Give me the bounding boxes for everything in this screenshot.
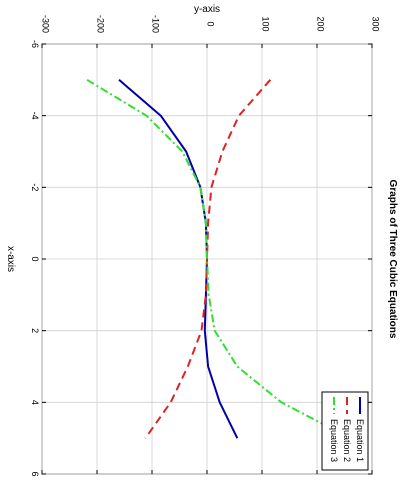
- tick-label-y: -300: [41, 15, 51, 33]
- tick-label-y: 300: [371, 16, 381, 31]
- tick-label-x: -6: [30, 40, 40, 48]
- tick-label-y: -200: [96, 15, 106, 33]
- tick-label-y: 0: [206, 21, 216, 26]
- tick-label-x: -2: [30, 183, 40, 191]
- tick-label-y: 200: [316, 16, 326, 31]
- legend-label-3: Equation 3: [329, 419, 339, 462]
- tick-label-y: 100: [261, 16, 271, 31]
- legend-box: [321, 391, 369, 471]
- series-line-2: [144, 79, 272, 439]
- tick-label-x: 4: [30, 400, 40, 405]
- tick-label-x: 2: [30, 328, 40, 333]
- x-axis-label: x-axis: [5, 246, 16, 272]
- series-line-3: [86, 78, 351, 440]
- ticks: -300 -200 -100 0 100 200 300 -6 -4 -2 0 2 4 6: [30, 15, 381, 477]
- tick-label-x: -4: [30, 112, 40, 120]
- tick-label-y: -100: [151, 15, 161, 33]
- y-axis-label: y-axis: [194, 4, 220, 15]
- series-lines: [86, 78, 351, 440]
- tick-label-x: 0: [30, 256, 40, 261]
- legend-label-2: Equation 2: [342, 419, 352, 462]
- legend-label-1: Equation 1: [355, 419, 365, 462]
- chart-title: Graphs of Three Cubic Equations: [387, 180, 398, 339]
- tick-label-x: 6: [30, 471, 40, 476]
